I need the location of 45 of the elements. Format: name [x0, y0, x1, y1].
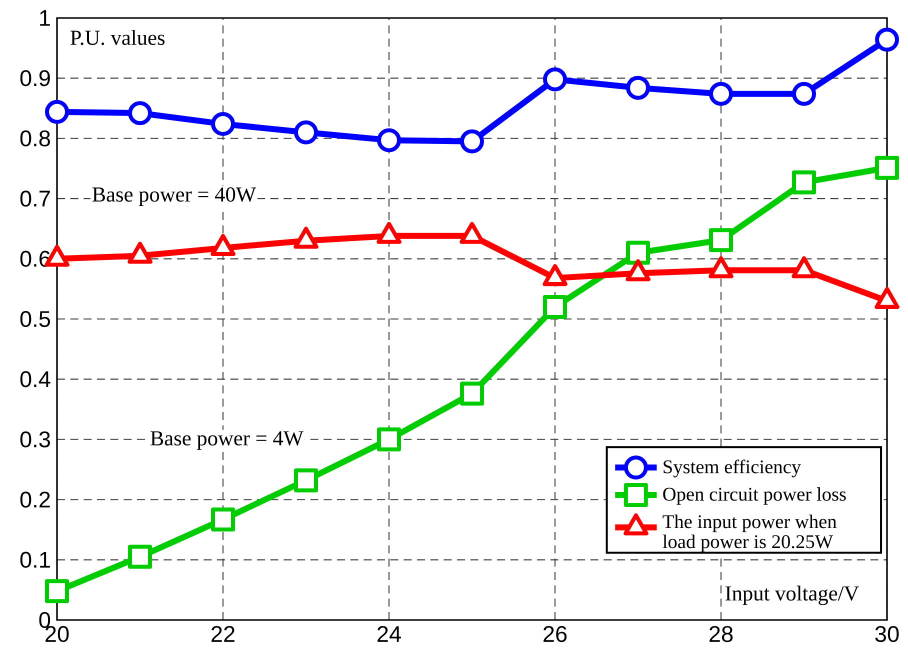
y-axis-title: P.U. values [70, 30, 165, 46]
point [543, 67, 568, 92]
point [128, 544, 152, 569]
point [543, 294, 568, 319]
point [460, 382, 484, 406]
point [709, 228, 734, 252]
y-tick-label: 0.5 [20, 310, 50, 328]
point [792, 82, 816, 106]
point [128, 101, 152, 126]
legend-label: The input power when load power is 20.25W [662, 514, 837, 552]
x-tick-label: 28 [710, 626, 733, 642]
y-tick-label: 0.7 [20, 190, 50, 207]
x-tick-label: 22 [212, 626, 234, 642]
x-tick-label: 30 [875, 626, 899, 642]
point [709, 82, 734, 106]
point [211, 112, 236, 136]
legend-label: System efficiency [664, 460, 802, 478]
y-tick-label: 0.4 [20, 371, 50, 388]
annotation: Base power = 40W [92, 187, 256, 206]
x-axis-title: Input voltage/V [725, 586, 859, 606]
legend-label: Open circuit power loss [663, 487, 846, 505]
point [377, 427, 402, 452]
point [211, 507, 236, 532]
y-tick-label: 0 [39, 612, 50, 628]
point [875, 156, 900, 180]
point [875, 28, 900, 52]
point [626, 76, 650, 100]
y-tick-label: 0.2 [20, 492, 50, 508]
point [45, 579, 69, 604]
x-tick-label: 26 [544, 626, 567, 642]
point [377, 128, 402, 152]
annotation: Base power = 4W [150, 431, 304, 450]
y-tick-label: 0.3 [20, 431, 50, 448]
x-tick-label: 24 [378, 626, 401, 642]
x-tick-label: 20 [46, 626, 69, 642]
point [45, 100, 69, 124]
y-tick-label: 0.9 [20, 70, 50, 86]
y-tick-label: 1 [40, 10, 50, 26]
point [626, 240, 650, 265]
point [294, 120, 318, 144]
y-tick-label: 0.1 [20, 552, 50, 568]
y-tick-label: 0.8 [20, 130, 50, 146]
point [460, 129, 484, 154]
point [294, 468, 318, 492]
point [792, 170, 816, 194]
